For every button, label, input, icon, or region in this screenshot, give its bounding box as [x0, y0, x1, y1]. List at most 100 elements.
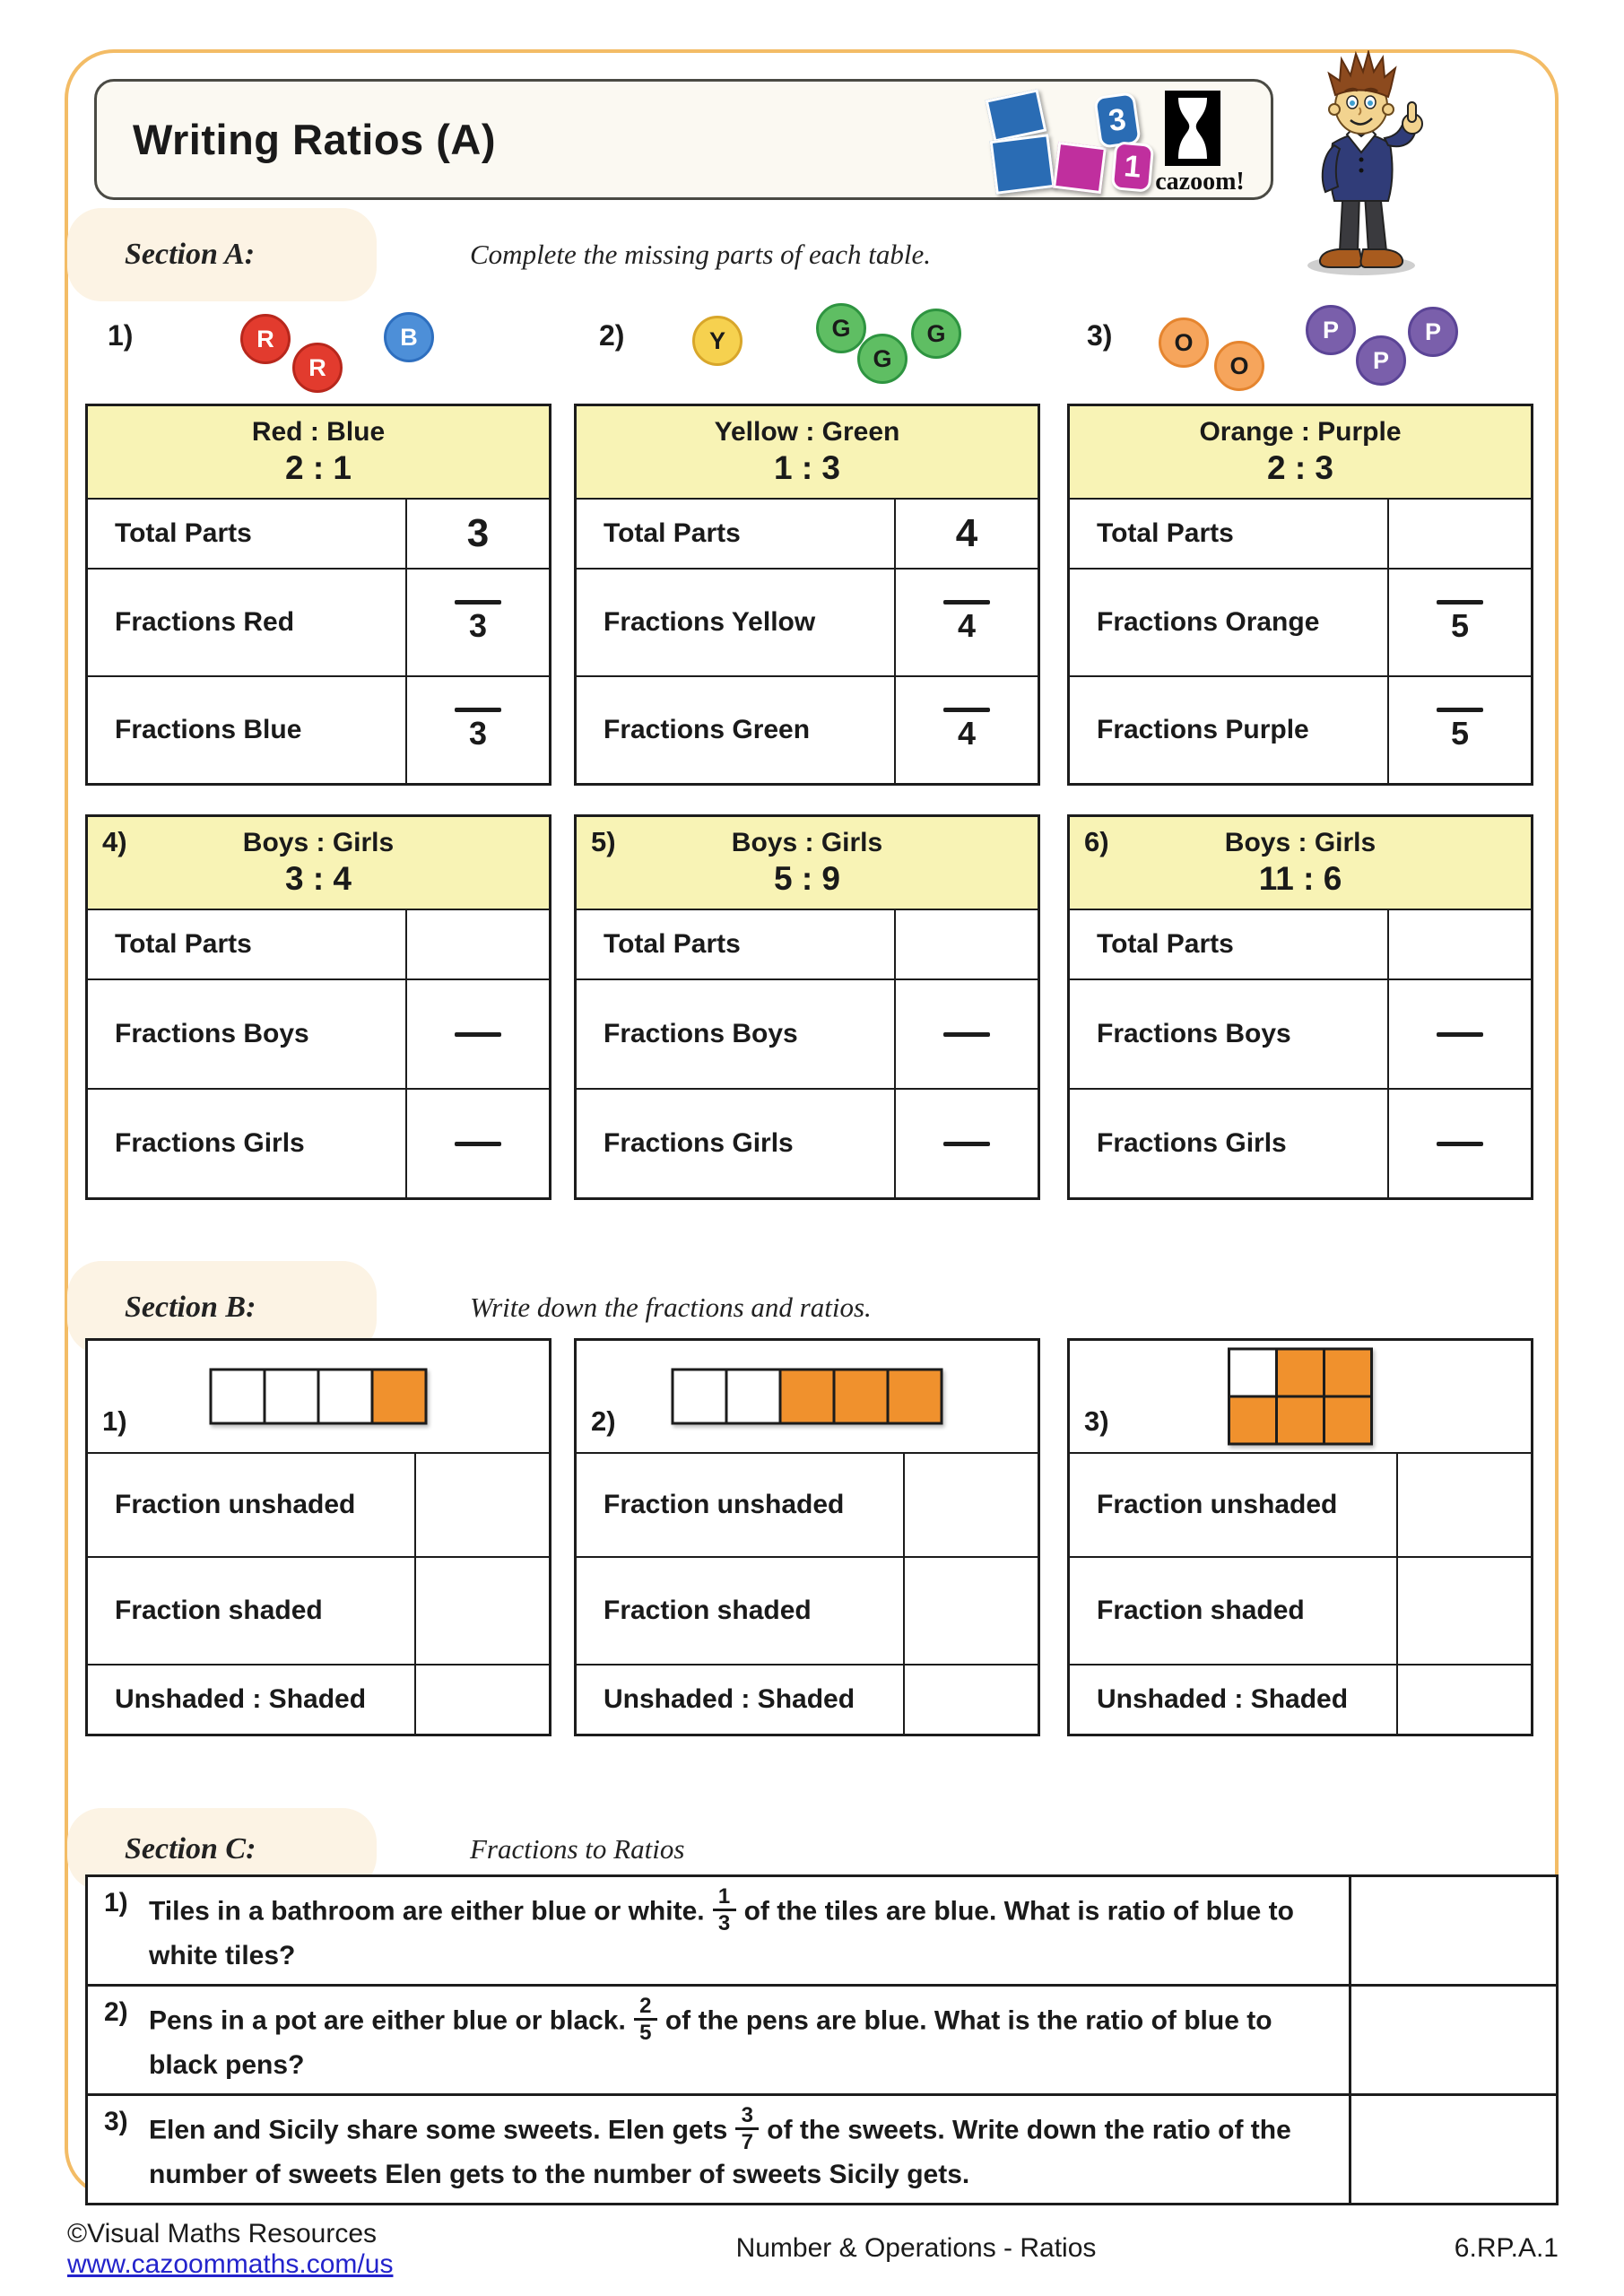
table-title: Boys : Girls — [242, 828, 395, 857]
word-problems-table: 1) Tiles in a bathroom are either blue o… — [85, 1874, 1559, 2205]
answer-cell — [1387, 910, 1531, 978]
section-b-instruction: Write down the fractions and ratios. — [470, 1292, 872, 1323]
row-label: Fractions Girls — [604, 1128, 794, 1158]
website-link[interactable]: www.cazoommaths.com/us — [67, 2249, 394, 2279]
table-title: Yellow : Green — [714, 417, 900, 447]
orange-counter-circle: O — [1159, 317, 1209, 368]
row-label: Total Parts — [115, 929, 252, 959]
copyright-text: ©Visual Maths Resources — [67, 2219, 378, 2248]
row-label: Fractions Yellow — [604, 607, 816, 637]
cazoom-brand-text: cazoom! — [1155, 168, 1245, 196]
ratio-table-6: 6) Boys : Girls 11 : 6 Total Parts Fract… — [1067, 814, 1533, 1200]
cazoom-logo: 3 1 cazoom! — [985, 87, 1258, 196]
blank-fraction: 5 — [1437, 600, 1483, 645]
table-row: Fraction unshaded — [1070, 1452, 1531, 1556]
blank-fraction-bar — [455, 1031, 501, 1037]
table-row: Fraction shaded — [88, 1556, 549, 1664]
table-row: Fraction unshaded — [88, 1452, 549, 1556]
yellow-counter-circle: Y — [692, 316, 743, 366]
problem-number: 3) — [1084, 1405, 1109, 1437]
table-row: Fraction shaded — [1070, 1556, 1531, 1664]
question-text: Elen and Sicily share some sweets. Elen … — [149, 2103, 1336, 2194]
answer-cell: 3 — [405, 570, 549, 675]
answer-cell — [1387, 1090, 1531, 1197]
word-problem-row: 2) Pens in a pot are either blue or blac… — [88, 1984, 1556, 2093]
problem-number: 1) — [104, 1888, 128, 1918]
table-header: 5) Boys : Girls 5 : 9 — [577, 817, 1038, 910]
fraction-denominator: 4 — [957, 715, 977, 752]
answer-cell — [1351, 1987, 1556, 2093]
fraction-denominator: 3 — [468, 607, 488, 644]
row-label: Fractions Boys — [115, 1019, 309, 1048]
fraction-denominator: 5 — [1450, 715, 1470, 752]
table-row: Fractions Boys — [88, 978, 549, 1088]
total-parts-value: 3 — [466, 511, 490, 555]
row-label: Fraction unshaded — [604, 1490, 845, 1519]
shaded-squares-strip — [671, 1368, 943, 1425]
question-text-after: of the pens are blue. What is the ratio … — [149, 2005, 1272, 2080]
row-label: Fractions Orange — [1097, 607, 1320, 637]
blank-fraction: 3 — [455, 708, 501, 752]
table-row: Fractions Green 4 — [577, 675, 1038, 783]
fraction-bar — [1437, 600, 1483, 604]
row-label: Total Parts — [1097, 518, 1234, 548]
blank-fraction: 5 — [1437, 708, 1483, 752]
answer-cell — [405, 980, 549, 1088]
shaded-square — [1325, 1397, 1370, 1443]
unshaded-square — [265, 1370, 317, 1422]
shading-box-2: 2) Fraction unshaded Fraction shaded Uns… — [574, 1338, 1040, 1736]
shaded-square — [1325, 1350, 1370, 1396]
shaded-squares-strip — [209, 1368, 428, 1425]
problem-number: 2) — [599, 319, 625, 352]
logo-magenta-tile-icon — [1053, 141, 1107, 195]
problem-number: 3) — [1087, 319, 1113, 352]
table-row: Fractions Boys — [577, 978, 1038, 1088]
row-label: Fractions Red — [115, 607, 295, 637]
table-ratio: 1 : 3 — [773, 449, 841, 486]
fraction-bar — [633, 2018, 657, 2021]
table-ratio: 11 : 6 — [1258, 860, 1342, 897]
table-row: Fractions Orange 5 — [1070, 568, 1531, 675]
section-a-instruction: Complete the missing parts of each table… — [470, 239, 932, 270]
row-label: Fractions Purple — [1097, 715, 1309, 744]
fraction-bar — [1437, 708, 1483, 712]
answer-cell: 4 — [894, 570, 1038, 675]
section-a-label: Section A: — [125, 238, 256, 271]
fraction-bar — [943, 600, 990, 604]
section-b-label: Section B: — [125, 1291, 256, 1324]
mascot-character — [1307, 50, 1423, 275]
problem-number: 2) — [104, 1997, 128, 2027]
fraction-denominator: 5 — [1450, 607, 1470, 644]
shading-box-1: 1) Fraction unshaded Fraction shaded Uns… — [85, 1338, 551, 1736]
fraction-bar — [455, 708, 501, 712]
row-label: Fractions Girls — [115, 1128, 305, 1158]
fraction-bar — [735, 2127, 760, 2130]
shaded-strip-cell: 2) — [577, 1341, 1038, 1452]
footer-topic: Number & Operations - Ratios — [735, 2233, 1097, 2263]
row-label: Unshaded : Shaded — [115, 1684, 367, 1714]
section-c-header: Section C: Fractions to Ratios — [67, 1808, 684, 1891]
ratio-table-5: 5) Boys : Girls 5 : 9 Total Parts Fracti… — [574, 814, 1040, 1200]
row-label: Unshaded : Shaded — [604, 1684, 855, 1714]
row-label: Unshaded : Shaded — [1097, 1684, 1349, 1714]
fraction-denominator: 4 — [957, 607, 977, 644]
section-a-label-blob: Section A: — [67, 208, 377, 301]
section-a-header: Section A: Complete the missing parts of… — [67, 208, 931, 301]
answer-cell: 5 — [1387, 677, 1531, 783]
blank-fraction-bar — [1437, 1141, 1483, 1146]
answer-cell — [1396, 1454, 1531, 1556]
row-label: Fraction shaded — [115, 1596, 323, 1625]
problem-number: 1) — [108, 319, 134, 352]
table-title: Boys : Girls — [1224, 828, 1376, 857]
blue-counter-circle: B — [384, 312, 434, 362]
answer-cell — [894, 1090, 1038, 1197]
fraction-numerator: 3 — [741, 2103, 753, 2127]
question-text-after: of the sweets. Write down the ratio of t… — [149, 2115, 1291, 2189]
unshaded-square — [727, 1370, 779, 1422]
table-header: Red : Blue 2 : 1 — [88, 406, 549, 500]
question-cell: 1) Tiles in a bathroom are either blue o… — [88, 1877, 1351, 1984]
problem-number: 5) — [591, 826, 616, 857]
